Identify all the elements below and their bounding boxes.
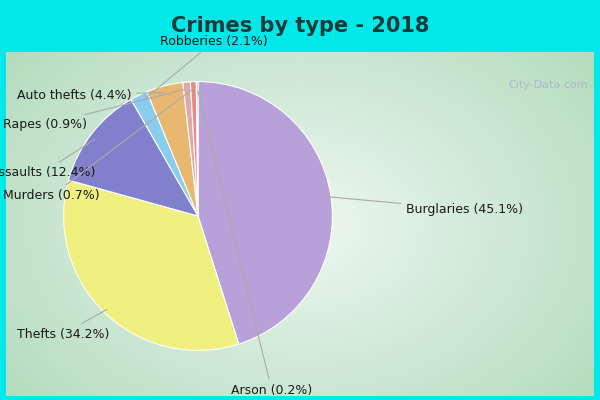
Wedge shape <box>198 82 332 344</box>
Text: Auto thefts (4.4%): Auto thefts (4.4%) <box>17 88 163 102</box>
Wedge shape <box>190 82 198 216</box>
Text: Burglaries (45.1%): Burglaries (45.1%) <box>327 197 523 216</box>
Text: City-Data.com: City-Data.com <box>508 80 588 90</box>
Wedge shape <box>68 100 198 216</box>
Text: Arson (0.2%): Arson (0.2%) <box>198 91 313 397</box>
Wedge shape <box>131 92 198 216</box>
Wedge shape <box>183 82 198 216</box>
Text: Assaults (12.4%): Assaults (12.4%) <box>0 139 95 180</box>
Text: Crimes by type - 2018: Crimes by type - 2018 <box>171 16 429 36</box>
Wedge shape <box>147 82 198 216</box>
Wedge shape <box>196 82 198 216</box>
Text: Thefts (34.2%): Thefts (34.2%) <box>17 309 109 341</box>
Wedge shape <box>64 180 239 350</box>
Text: Robberies (2.1%): Robberies (2.1%) <box>144 35 268 100</box>
Text: Rapes (0.9%): Rapes (0.9%) <box>3 90 184 131</box>
Text: Murders (0.7%): Murders (0.7%) <box>3 90 191 202</box>
